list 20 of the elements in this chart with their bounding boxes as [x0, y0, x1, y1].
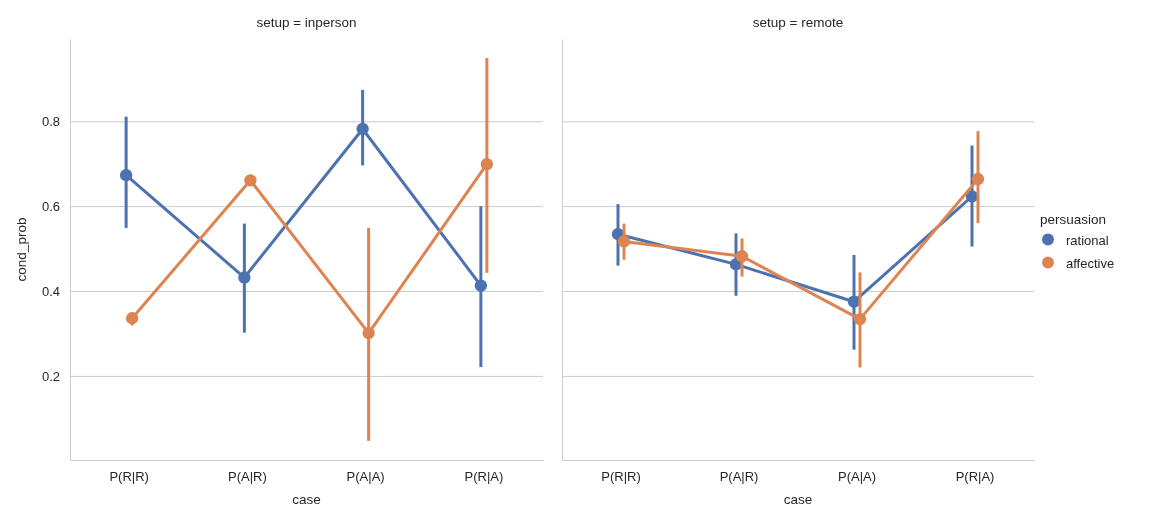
x-tick-label: P(A|R) [719, 469, 759, 485]
x-axis-title: case [783, 492, 813, 506]
legend-title: persuasion [1040, 211, 1107, 227]
legend-label: rational [1066, 232, 1109, 248]
x-tick-label: P(R|A) [464, 469, 504, 485]
x-tick-label: P(A|R) [227, 469, 267, 485]
x-tick-label: P(R|R) [109, 469, 149, 485]
x-tick-label: P(R|A) [955, 469, 995, 485]
chart-title: setup = inperson [256, 15, 357, 30]
y-axis-title: cond_prob [14, 217, 29, 282]
y-tick-label: 0.2 [41, 369, 60, 385]
x-tick-label: P(A|A) [346, 469, 385, 485]
y-tick-label: 0.6 [41, 199, 60, 215]
x-tick-label: P(R|R) [601, 469, 641, 485]
x-tick-label: P(A|A) [837, 469, 877, 485]
chart-title: setup = remote [752, 15, 844, 30]
legend-label: affective [1066, 255, 1115, 271]
x-axis-title: case [292, 492, 321, 506]
y-tick-label: 0.4 [41, 284, 60, 300]
y-tick-label: 0.8 [41, 114, 60, 130]
